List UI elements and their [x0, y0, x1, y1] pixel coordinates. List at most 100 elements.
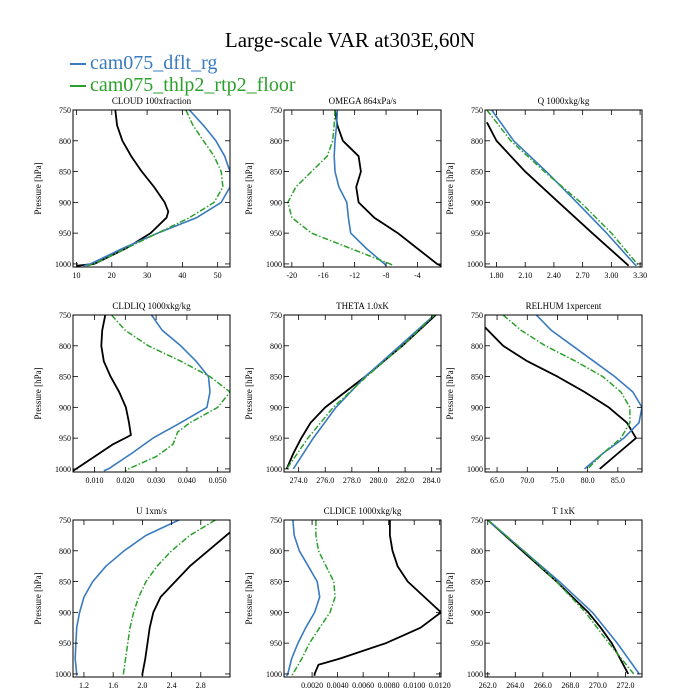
plot-frame: [283, 109, 442, 268]
y-tick-label: 900: [270, 403, 282, 412]
series-line-2: [110, 315, 230, 472]
x-tick-label: 2.0: [137, 681, 147, 690]
y-tick-label: 1000: [266, 260, 282, 269]
y-tick-label: 800: [270, 547, 282, 556]
series-line-0: [334, 110, 441, 267]
y-tick-label: 800: [471, 137, 483, 146]
x-tick-label: 272.0: [616, 681, 634, 690]
y-tick-label: 750: [471, 311, 483, 320]
x-tick-label: 40: [178, 271, 186, 280]
y-tick-label: 900: [471, 403, 483, 412]
y-tick-label: 800: [471, 342, 483, 351]
series-line-1: [333, 110, 387, 267]
series-line-2: [86, 110, 224, 267]
y-tick-label: 950: [471, 639, 483, 648]
series-line-2: [291, 520, 336, 677]
x-tick-label: 266.0: [534, 681, 552, 690]
series-line-0: [487, 520, 629, 675]
panel-6: U 1xm/s Pressure [hPa] 750 800 850 900 950 1000…: [33, 506, 231, 690]
y-tick-label: 1000: [467, 670, 483, 679]
series-line-0: [313, 520, 441, 676]
y-axis-label: Pressure [hPa]: [445, 572, 455, 624]
x-tick-label: 70.0: [520, 476, 534, 485]
y-tick-label: 1000: [55, 465, 71, 474]
y-axis-label: Pressure [hPa]: [445, 367, 455, 419]
x-tick-label: 284.0: [423, 476, 441, 485]
legend-swatch-floor: [70, 85, 86, 88]
x-tick-label: 278.0: [343, 476, 361, 485]
series-line-1: [83, 110, 230, 267]
y-tick-label: 800: [471, 547, 483, 556]
x-tick-label: 0.0040: [327, 681, 349, 690]
x-tick-label: 30: [143, 271, 151, 280]
x-tick-label: 0.0020: [301, 681, 323, 690]
y-tick-label: 900: [59, 608, 71, 617]
x-tick-label: 80.0: [581, 476, 595, 485]
y-tick-label: 750: [270, 311, 282, 320]
x-tick-label: 85.0: [611, 476, 625, 485]
plot-frame: [484, 314, 643, 473]
y-tick-label: 800: [270, 342, 282, 351]
x-tick-label: 65.0: [490, 476, 504, 485]
series-line-1: [74, 520, 180, 676]
y-tick-label: 850: [471, 578, 483, 587]
y-tick-label: 900: [59, 198, 71, 207]
series-line-1: [103, 315, 211, 472]
y-tick-label: 950: [270, 434, 282, 443]
x-tick-label: 2.10: [518, 271, 532, 280]
y-tick-label: 850: [270, 578, 282, 587]
panel-title: U 1xm/s: [136, 506, 167, 516]
x-tick-label: -4: [414, 271, 421, 280]
legend-label-floor: cam075_thlp2_rtp2_floor: [90, 74, 296, 96]
y-tick-label: 750: [59, 516, 71, 525]
series-line-2: [502, 315, 631, 470]
y-tick-label: 800: [59, 547, 71, 556]
y-axis-label: Pressure [hPa]: [244, 162, 254, 214]
y-tick-label: 900: [270, 198, 282, 207]
y-tick-label: 850: [471, 373, 483, 382]
x-tick-label: 282.0: [396, 476, 414, 485]
series-line-1: [535, 315, 642, 470]
y-tick-label: 850: [59, 168, 71, 177]
panel-title: OMEGA 864xPa/s: [329, 96, 397, 106]
plot-frame: [72, 314, 231, 473]
series-line-0: [141, 531, 230, 676]
y-tick-label: 1000: [55, 670, 71, 679]
x-tick-label: 274.0: [290, 476, 308, 485]
series-line-2: [287, 110, 395, 267]
y-tick-label: 900: [270, 608, 282, 617]
panel-7: CLDICE 1000xkg/kg Pressure [hPa] 750 800 850…: [244, 506, 451, 690]
x-tick-label: 276.0: [316, 476, 334, 485]
legend-item-dflt: cam075_dflt_rg: [70, 52, 217, 74]
y-tick-label: 750: [270, 106, 282, 115]
plot-frame: [484, 519, 643, 678]
x-tick-label: 0.0100: [403, 681, 425, 690]
legend-swatch-dflt: [70, 63, 86, 66]
panel-title: T 1xK: [552, 506, 576, 516]
x-tick-label: 2.40: [547, 271, 561, 280]
y-tick-label: 750: [59, 106, 71, 115]
plot-frame: [484, 109, 643, 268]
y-axis-label: Pressure [hPa]: [33, 162, 43, 214]
legend-item-floor: cam075_thlp2_rtp2_floor: [70, 74, 296, 96]
y-tick-label: 950: [270, 229, 282, 238]
x-tick-label: 10: [73, 271, 81, 280]
x-tick-label: -16: [318, 271, 329, 280]
x-tick-label: -12: [349, 271, 360, 280]
y-tick-label: 900: [471, 608, 483, 617]
x-tick-label: 0.010: [86, 476, 104, 485]
y-tick-label: 850: [471, 168, 483, 177]
y-tick-label: 950: [471, 434, 483, 443]
x-tick-label: 0.050: [209, 476, 227, 485]
x-tick-label: 1.2: [79, 681, 89, 690]
panel-title: THETA 1.0xK: [336, 301, 389, 311]
series-line-1: [285, 520, 321, 677]
plot-frame: [72, 109, 231, 268]
x-tick-label: 0.0060: [352, 681, 374, 690]
x-tick-label: 0.040: [178, 476, 196, 485]
x-tick-label: -8: [383, 271, 390, 280]
x-tick-label: 0.0080: [378, 681, 400, 690]
y-tick-label: 850: [270, 373, 282, 382]
panel-3: CLDLIQ 1000xkg/kg Pressure [hPa] 750 800 850…: [33, 301, 231, 485]
y-tick-label: 950: [59, 434, 71, 443]
